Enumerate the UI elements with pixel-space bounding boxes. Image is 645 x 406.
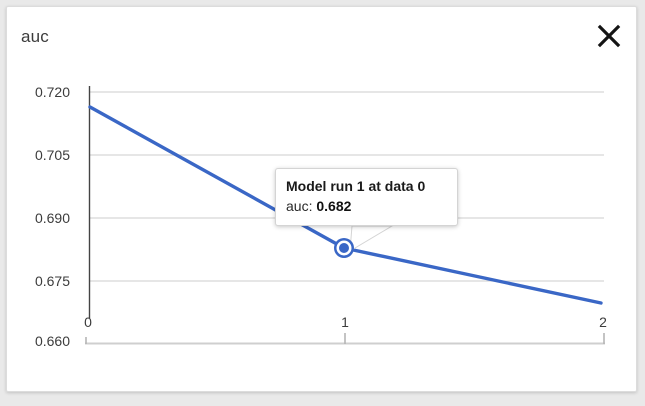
close-button[interactable] (592, 19, 626, 53)
x-tick-label: 0 (84, 314, 92, 330)
y-tick-label: 0.675 (34, 273, 70, 289)
tooltip-metric-row: auc: 0.682 (286, 196, 447, 216)
y-tick-label: 0.660 (34, 333, 70, 349)
data-point-marker (334, 238, 354, 258)
close-icon (597, 24, 621, 48)
y-tick-label: 0.705 (34, 147, 70, 163)
chart-tooltip: Model run 1 at data 0 auc: 0.682 (275, 168, 458, 226)
page-title: auc (21, 27, 50, 46)
y-tick-label: 0.690 (34, 210, 70, 226)
tooltip-metric-value: 0.682 (316, 198, 352, 214)
x-tick-label: 1 (341, 314, 349, 330)
tooltip-pointer (349, 225, 394, 252)
tooltip-title: Model run 1 at data 0 (286, 178, 426, 194)
tooltip-metric-label: auc: (286, 198, 313, 214)
x-axis (85, 333, 605, 345)
y-tick-label: 0.720 (34, 84, 70, 100)
x-tick-label: 2 (599, 314, 607, 330)
